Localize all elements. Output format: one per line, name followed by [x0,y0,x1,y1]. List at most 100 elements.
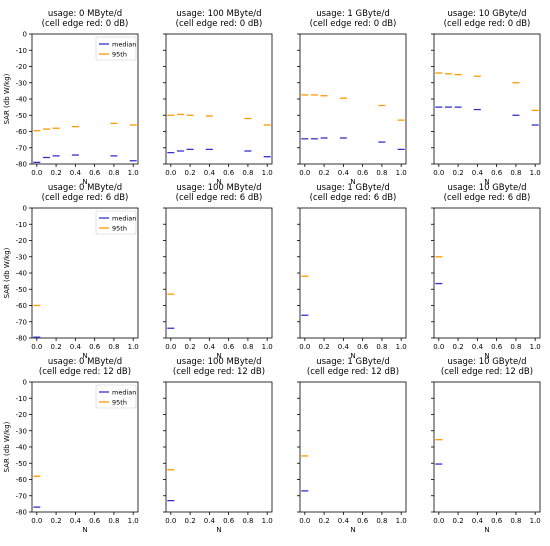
x-tick-label: 0.6 [357,343,369,351]
chart-title: usage: 0 MByte/d [48,9,122,19]
x-tick-label: 1.0 [530,169,541,177]
x-tick-label: 1.0 [262,517,273,525]
x-tick-label: 0.6 [491,343,503,351]
x-tick-label: 0.0 [299,343,310,351]
chart-title: usage: 0 MByte/d [48,183,122,193]
x-tick-label: 0.2 [185,517,196,525]
chart-title: usage: 10 GByte/d [447,357,526,367]
y-tick-label: -60 [16,476,27,484]
x-tick-label: 0.4 [472,517,484,525]
legend-median-label: median [112,41,136,49]
plot-frame [165,207,273,339]
x-tick-label: 0.2 [51,169,62,177]
y-tick-label: -20 [16,63,27,71]
y-tick-label: -70 [16,144,27,152]
x-tick-label: 0.0 [31,169,42,177]
chart-title: usage: 0 MByte/d [48,357,122,367]
y-tick-label: -70 [16,492,27,500]
x-axis-label: N [82,526,87,534]
x-tick-label: 0.4 [472,343,484,351]
chart-title: (cell edge red: 0 dB) [176,19,263,29]
chart-title: (cell edge red: 6 dB) [444,193,531,203]
x-tick-label: 1.0 [262,343,273,351]
y-tick-label: -40 [16,444,27,452]
y-tick-label: -30 [16,427,27,435]
y-tick-label: -10 [16,221,27,229]
chart-title: usage: 100 MByte/d [176,357,261,367]
y-tick-label: -20 [16,237,27,245]
chart-title: (cell edge red: 12 dB) [307,367,399,377]
y-tick-label: -70 [16,318,27,326]
x-tick-label: 1.0 [396,517,407,525]
x-tick-label: 1.0 [530,517,541,525]
x-tick-label: 0.2 [319,169,330,177]
x-tick-label: 0.0 [433,169,444,177]
chart-title: (cell edge red: 12 dB) [173,367,265,377]
x-tick-label: 0.0 [31,517,42,525]
x-tick-label: 0.2 [51,343,62,351]
x-tick-label: 0.8 [108,517,119,525]
x-tick-label: 0.8 [108,343,119,351]
x-tick-label: 0.8 [510,343,521,351]
x-tick-label: 1.0 [396,169,407,177]
x-tick-label: 0.4 [472,169,484,177]
x-tick-label: 0.6 [223,343,235,351]
x-tick-label: 0.4 [70,169,82,177]
chart-title: usage: 10 GByte/d [447,9,526,19]
y-tick-label: -50 [16,286,27,294]
chart-title: usage: 100 MByte/d [176,183,261,193]
x-axis-label: N [350,178,355,186]
x-tick-label: 0.2 [453,169,464,177]
y-axis-label: SAR (db W/kg) [3,421,11,472]
y-tick-label: -50 [16,112,27,120]
chart-title: (cell edge red: 0 dB) [444,19,531,29]
y-axis-label: SAR (db W/kg) [3,247,11,298]
chart-title: usage: 1 GByte/d [316,9,390,19]
plot-frame [433,207,541,339]
x-tick-label: 0.2 [453,343,464,351]
x-axis-label: N [216,352,221,360]
x-axis-label: N [484,526,489,534]
x-axis-label: N [350,526,355,534]
y-tick-label: 0 [23,205,27,213]
chart-title: (cell edge red: 6 dB) [310,193,397,203]
x-tick-label: 0.6 [223,169,235,177]
x-tick-label: 0.8 [376,517,387,525]
legend-median-label: median [112,215,136,223]
legend-p95-label: 95th [112,51,127,59]
x-tick-label: 0.8 [376,169,387,177]
x-tick-label: 0.4 [204,169,216,177]
y-tick-label: 0 [23,379,27,387]
x-tick-label: 1.0 [530,343,541,351]
x-tick-label: 0.8 [376,343,387,351]
x-tick-label: 1.0 [128,343,139,351]
x-tick-label: 0.8 [242,343,253,351]
y-tick-label: -80 [16,161,27,169]
legend-p95-label: 95th [112,399,127,407]
x-tick-label: 0.0 [31,343,42,351]
chart-title: usage: 1 GByte/d [316,183,390,193]
y-tick-label: 0 [23,31,27,39]
x-tick-label: 0.0 [299,169,310,177]
x-tick-label: 0.2 [319,517,330,525]
x-axis-label: N [216,178,221,186]
x-tick-label: 0.4 [204,343,216,351]
x-tick-label: 0.6 [89,343,101,351]
chart-title: (cell edge red: 0 dB) [310,19,397,29]
chart-title: usage: 100 MByte/d [176,9,261,19]
legend-median-label: median [112,389,136,397]
plot-frame [165,33,273,165]
plot-frame [299,381,407,513]
x-tick-label: 0.8 [242,517,253,525]
x-tick-label: 0.8 [242,169,253,177]
x-tick-label: 0.6 [223,517,235,525]
y-tick-label: -80 [16,509,27,517]
y-tick-label: -40 [16,96,27,104]
plot-frame [299,33,407,165]
x-tick-label: 0.2 [51,517,62,525]
plot-frame [299,207,407,339]
x-tick-label: 0.6 [357,517,369,525]
x-tick-label: 1.0 [262,169,273,177]
x-tick-label: 0.2 [185,169,196,177]
